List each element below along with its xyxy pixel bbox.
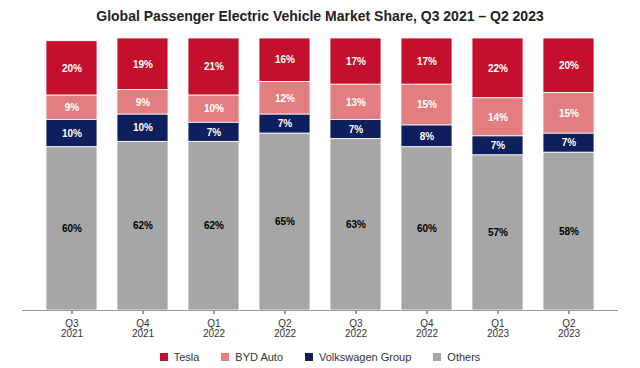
html-text:Global Passenger Electric Vehi: Global Passenger Electric Vehicle Market…: [96, 8, 544, 24]
svg-text:Q32021: Q32021: [61, 318, 84, 339]
svg-text:13%: 13%: [346, 97, 366, 108]
svg-text:7%: 7%: [278, 118, 293, 129]
svg-text:65%: 65%: [275, 216, 295, 227]
svg-text:15%: 15%: [559, 108, 579, 119]
svg-text:8%: 8%: [420, 131, 435, 142]
svg-text:15%: 15%: [417, 99, 437, 110]
svg-text:7%: 7%: [349, 124, 364, 135]
svg-text:63%: 63%: [346, 219, 366, 230]
svg-text:17%: 17%: [417, 56, 437, 67]
svg-text:Q22022: Q22022: [274, 318, 297, 339]
svg-text:17%: 17%: [346, 56, 366, 67]
svg-text:7%: 7%: [562, 137, 577, 148]
svg-text:60%: 60%: [62, 223, 82, 234]
svg-text:10%: 10%: [62, 128, 82, 139]
html-text:Volkswagen Group: Volkswagen Group: [319, 351, 412, 363]
html-text:Others: Others: [447, 351, 481, 363]
svg-text:Q22023: Q22023: [558, 318, 581, 339]
svg-text:Q42022: Q42022: [416, 318, 439, 339]
svg-text:7%: 7%: [207, 127, 222, 138]
svg-text:57%: 57%: [488, 227, 508, 238]
svg-text:Q32022: Q32022: [345, 318, 368, 339]
svg-text:21%: 21%: [204, 61, 224, 72]
svg-text:10%: 10%: [133, 122, 153, 133]
svg-text:14%: 14%: [488, 112, 508, 123]
html-text:BYD Auto: BYD Auto: [235, 351, 283, 363]
svg-text:19%: 19%: [133, 59, 153, 70]
svg-text:9%: 9%: [136, 97, 151, 108]
svg-text:20%: 20%: [62, 63, 82, 74]
svg-text:10%: 10%: [204, 103, 224, 114]
svg-text:60%: 60%: [417, 223, 437, 234]
html-text:Tesla: Tesla: [173, 351, 200, 363]
svg-text:20%: 20%: [559, 60, 579, 71]
svg-text:9%: 9%: [65, 102, 80, 113]
svg-text:16%: 16%: [275, 54, 295, 65]
svg-text:62%: 62%: [204, 220, 224, 231]
svg-text:58%: 58%: [559, 226, 579, 237]
svg-text:7%: 7%: [491, 140, 506, 151]
svg-text:Q12022: Q12022: [203, 318, 226, 339]
svg-text:62%: 62%: [133, 220, 153, 231]
svg-text:22%: 22%: [488, 63, 508, 74]
svg-text:12%: 12%: [275, 93, 295, 104]
svg-text:Q42021: Q42021: [132, 318, 155, 339]
svg-text:Q12023: Q12023: [487, 318, 510, 339]
